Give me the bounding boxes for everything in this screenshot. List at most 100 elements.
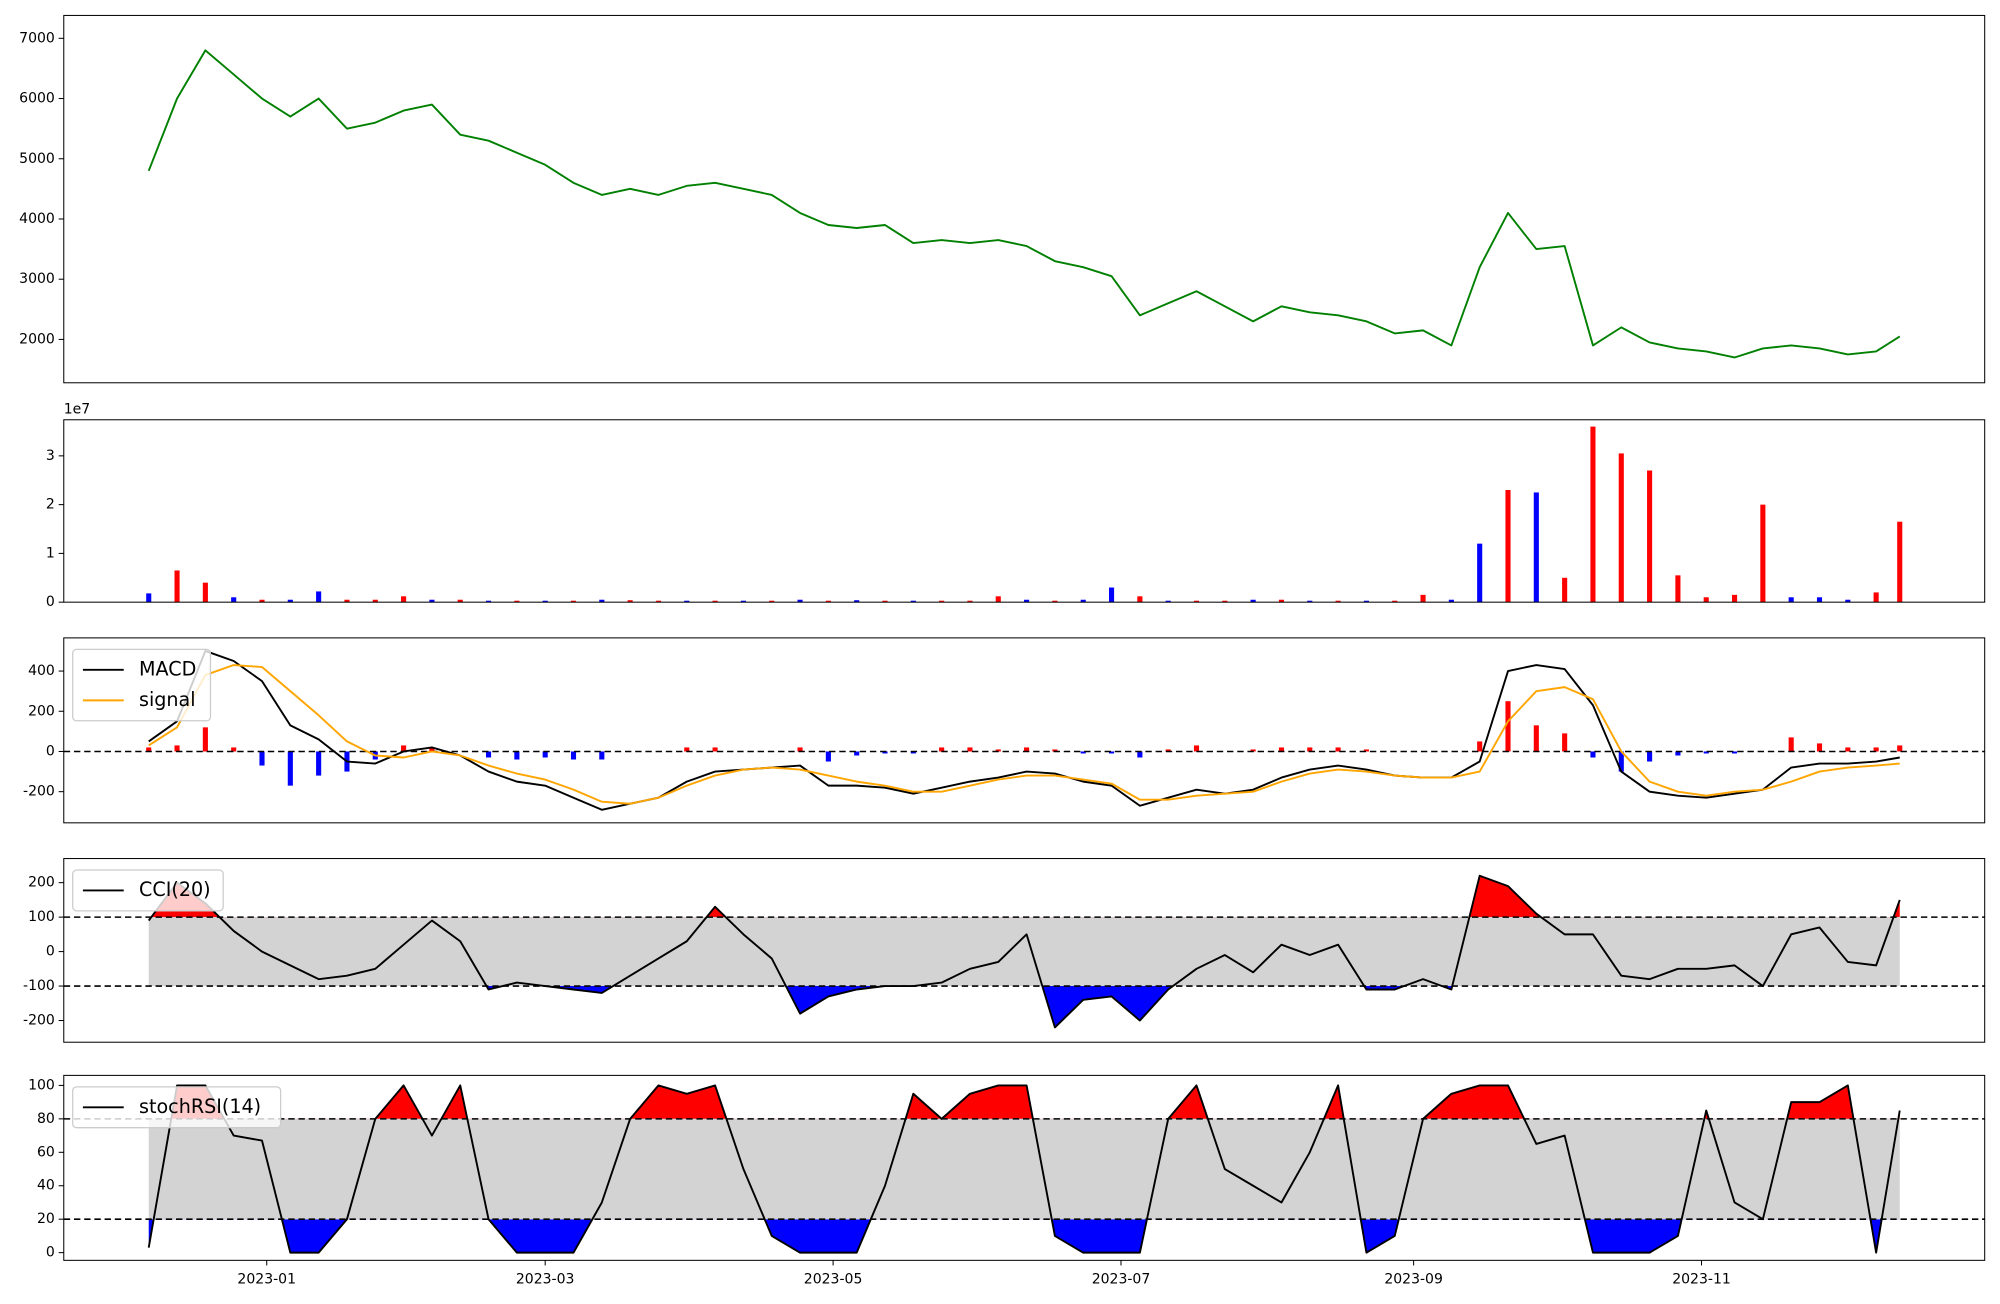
volume-bar — [599, 599, 605, 603]
volume-bar — [910, 600, 916, 603]
histogram-bar — [1562, 733, 1568, 752]
volume-bar — [485, 600, 492, 603]
volume-bar — [1590, 426, 1596, 603]
histogram-bar — [995, 749, 1001, 752]
histogram-bar — [429, 747, 435, 752]
volume-bar — [967, 600, 973, 603]
y-tick-label: -200 — [23, 784, 55, 800]
histogram-bar — [287, 751, 293, 786]
volume-bar — [1222, 600, 1228, 603]
y-tick-label: -100 — [23, 978, 55, 994]
histogram-bar — [1731, 751, 1738, 754]
histogram-bar — [1845, 747, 1851, 752]
histogram-bar — [1363, 749, 1369, 752]
histogram-bar — [1816, 743, 1823, 752]
legend-box — [72, 648, 212, 722]
histogram-bar — [797, 747, 803, 752]
volume-bar — [1647, 470, 1653, 603]
volume-bar — [882, 600, 888, 603]
volume-bar — [1080, 599, 1086, 603]
volume-bar — [1618, 453, 1624, 603]
y-tick-label: 0 — [46, 594, 55, 610]
volume-bar — [1278, 599, 1285, 603]
histogram-bar — [1335, 747, 1341, 752]
y-tick-label: 6000 — [19, 91, 55, 107]
x-tick-label: 2023-11 — [1672, 1271, 1731, 1287]
histogram-bar — [1193, 745, 1200, 752]
histogram-bar — [712, 747, 718, 752]
volume-bar — [627, 600, 633, 603]
volume-bar — [1562, 577, 1568, 603]
volume-bar — [514, 600, 520, 603]
volume-bar — [1024, 599, 1030, 603]
volume-bar — [1392, 600, 1398, 603]
y-tick-label: 2000 — [19, 331, 55, 347]
volume-bar — [457, 599, 463, 603]
volume-bar — [1675, 575, 1681, 603]
histogram-bar — [174, 745, 180, 752]
histogram-bar — [1897, 745, 1903, 752]
histogram-bar — [599, 751, 605, 760]
volume-bar — [231, 597, 237, 603]
plot-frame — [63, 637, 1986, 824]
histogram-bar — [967, 747, 973, 752]
volume-bar — [1420, 594, 1426, 603]
volume-bar — [1477, 543, 1483, 603]
y-tick-label: 0 — [46, 944, 55, 960]
histogram-bar — [1250, 749, 1256, 752]
volume-bar — [174, 570, 180, 603]
volume-bar — [1788, 597, 1794, 603]
volume-bar — [429, 599, 435, 603]
histogram-bar — [570, 751, 577, 760]
y-tick-label: 400 — [28, 663, 55, 679]
volume-bar — [1307, 600, 1313, 603]
volume-bar — [1335, 600, 1341, 603]
x-tick-label: 2023-05 — [804, 1271, 863, 1287]
histogram-bar — [854, 751, 860, 756]
neutral-band — [148, 1118, 1900, 1220]
volume-bar — [1873, 592, 1879, 603]
data-line — [147, 874, 1901, 1029]
y-tick-label: 3000 — [19, 271, 55, 287]
histogram-bar — [316, 751, 322, 776]
histogram-bar — [1505, 701, 1511, 752]
histogram-bar — [1533, 725, 1539, 752]
volume-bar — [1897, 521, 1903, 603]
y-tick-label: 80 — [37, 1111, 55, 1127]
volume-bar — [1816, 597, 1823, 603]
data-line — [148, 649, 1900, 811]
histogram-bar — [1108, 751, 1115, 754]
volume-bar — [1250, 599, 1256, 603]
legend-label: CCI(20) — [139, 878, 211, 901]
histogram-bar — [1647, 751, 1653, 762]
y-tick-label: 1 — [46, 545, 55, 561]
volume-bar — [1505, 489, 1511, 603]
volume-bar — [1193, 600, 1200, 603]
histogram-bar — [259, 751, 265, 766]
data-line — [147, 1084, 1901, 1254]
axis-offset-label: 1e7 — [64, 402, 90, 418]
histogram-bar — [1080, 751, 1086, 754]
y-tick-label: 20 — [37, 1211, 55, 1227]
volume-bar — [1363, 600, 1369, 603]
histogram-bar — [1675, 751, 1681, 756]
volume-bar — [995, 596, 1001, 603]
histogram-bar — [1165, 749, 1171, 752]
legend-label: signal — [139, 688, 196, 711]
histogram-bar — [825, 751, 831, 762]
legend-box — [72, 1086, 282, 1129]
histogram-bar — [684, 747, 690, 752]
y-tick-label: 5000 — [19, 151, 55, 167]
x-tick-label: 2023-03 — [516, 1271, 575, 1287]
volume-bar — [146, 593, 152, 603]
y-tick-label: 40 — [37, 1178, 55, 1194]
histogram-bar — [1788, 737, 1794, 752]
volume-bar — [344, 599, 350, 603]
volume-bar — [712, 600, 718, 603]
legend-label: stochRSI(14) — [139, 1095, 261, 1118]
volume-bar — [287, 599, 293, 603]
volume-bar — [1165, 600, 1171, 603]
volume-bar — [259, 599, 265, 603]
